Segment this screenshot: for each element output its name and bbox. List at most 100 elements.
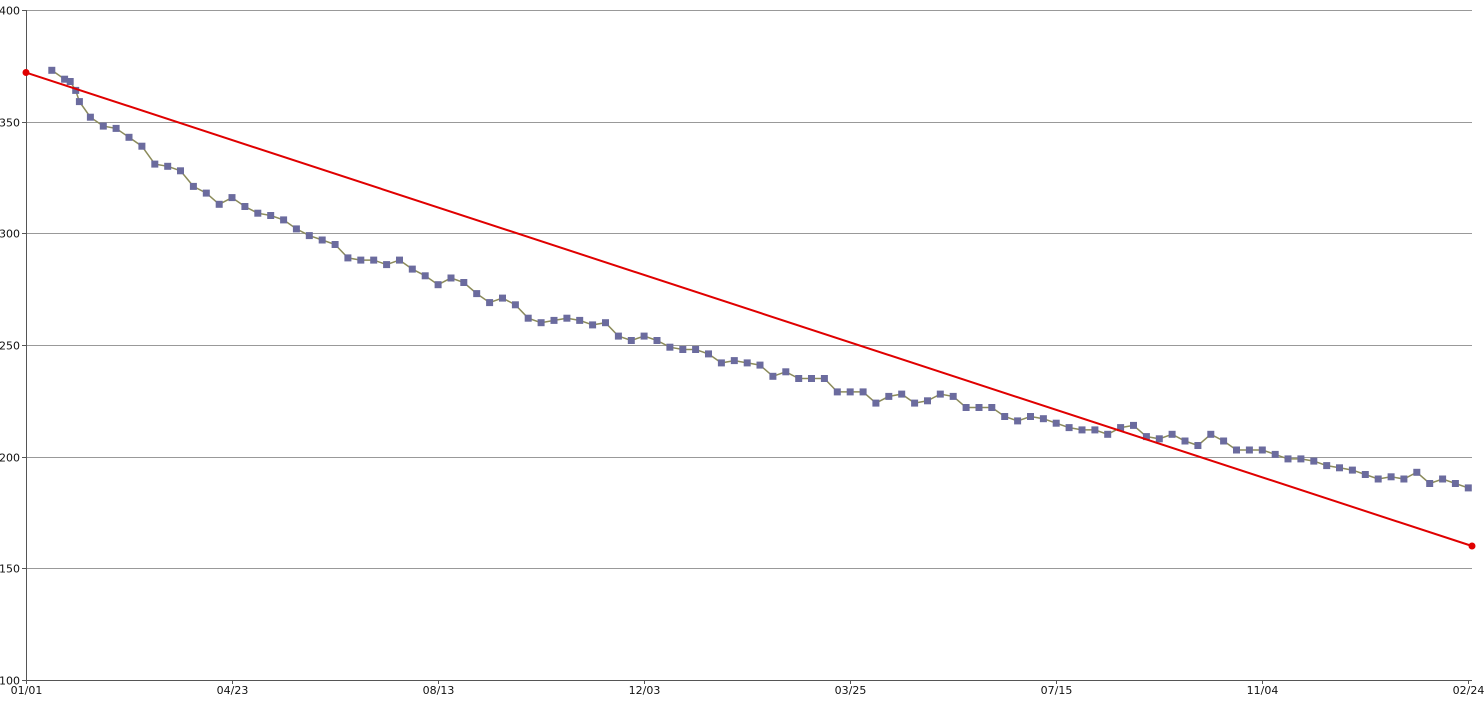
data-point-21 (292, 225, 300, 233)
data-point-2 (66, 78, 74, 85)
trend-start-point (22, 69, 30, 77)
data-point-17 (241, 203, 249, 210)
y-tick-label-300: 300 (0, 228, 20, 241)
trend-line-group (22, 69, 1476, 550)
data-point-72 (949, 392, 957, 400)
data-point-52 (692, 346, 700, 353)
data-point-35 (473, 290, 481, 298)
data-point-28 (383, 261, 391, 269)
data-point-88 (1155, 435, 1163, 443)
axes (22, 10, 1472, 684)
data-point-65 (859, 388, 867, 396)
data-point-86 (1130, 421, 1137, 429)
data-point-92 (1207, 430, 1215, 438)
data-point-32 (434, 281, 442, 289)
data-point-90 (1181, 437, 1189, 445)
data-point-6 (99, 122, 107, 130)
data-point-57 (756, 361, 764, 369)
data-point-89 (1168, 430, 1176, 438)
data-point-12 (177, 167, 184, 175)
data-point-15 (215, 200, 223, 208)
data-point-107 (1400, 475, 1408, 483)
data-point-62 (820, 375, 828, 382)
data-point-37 (499, 294, 506, 302)
tick-labels: 100 150 200 250 300 350 400 01/01 04/23 08/13 12/0… (0, 5, 1484, 698)
x-tick-label-3: 12/03 (629, 684, 661, 697)
data-point-59 (782, 368, 790, 376)
data-point-64 (846, 388, 854, 396)
data-point-98 (1284, 455, 1292, 463)
data-point-44 (589, 321, 597, 329)
data-point-97 (1271, 450, 1279, 458)
data-point-51 (679, 346, 687, 353)
data-point-19 (267, 212, 275, 219)
data-point-5 (86, 113, 94, 121)
data-point-74 (975, 404, 983, 411)
data-point-103 (1348, 466, 1356, 474)
data-point-34 (460, 279, 468, 286)
x-tick-label-5: 07/15 (1041, 684, 1073, 697)
data-point-24 (331, 241, 339, 248)
data-point-53 (705, 350, 712, 358)
data-point-87 (1142, 433, 1150, 441)
data-point-91 (1194, 442, 1202, 449)
data-point-48 (640, 332, 648, 340)
data-point-56 (743, 359, 751, 367)
x-tick-label-7: 02/24 (1453, 684, 1484, 697)
data-point-3 (72, 86, 80, 94)
data-point-45 (602, 319, 609, 327)
data-point-80 (1052, 419, 1060, 427)
data-point-67 (885, 392, 893, 400)
x-tick-label-1: 04/23 (217, 684, 249, 697)
data-point-46 (614, 332, 622, 340)
data-point-30 (408, 265, 416, 273)
data-point-79 (1039, 415, 1047, 423)
data-point-95 (1245, 446, 1253, 454)
data-point-29 (396, 256, 403, 264)
y-tick-label-200: 200 (0, 452, 20, 465)
data-point-27 (370, 256, 378, 264)
data-point-112 (1464, 484, 1472, 492)
data-point-9 (138, 142, 146, 150)
trend-line (25, 71, 1473, 547)
data-point-0 (48, 66, 56, 74)
data-point-76 (1001, 413, 1009, 420)
data-point-8 (125, 133, 133, 141)
data-point-41 (550, 316, 558, 324)
data-point-82 (1078, 426, 1086, 434)
data-point-16 (228, 194, 236, 202)
data-point-70 (924, 397, 931, 405)
data-point-106 (1387, 473, 1395, 481)
data-point-75 (988, 404, 996, 411)
data-point-108 (1413, 468, 1421, 476)
data-point-33 (447, 274, 455, 282)
data-point-101 (1323, 462, 1331, 470)
data-point-96 (1258, 446, 1266, 454)
data-point-84 (1104, 430, 1112, 438)
data-point-81 (1065, 424, 1073, 432)
gridlines (26, 10, 1472, 569)
y-tick-label-250: 250 (0, 340, 20, 353)
data-point-39 (524, 314, 532, 322)
data-point-73 (962, 404, 970, 411)
data-point-20 (280, 216, 288, 224)
data-point-99 (1297, 455, 1305, 463)
data-point-83 (1091, 426, 1099, 434)
data-point-111 (1451, 480, 1459, 487)
data-point-55 (730, 357, 738, 365)
data-point-10 (151, 160, 159, 168)
y-tick-label-350: 350 (0, 117, 20, 130)
y-tick-label-150: 150 (0, 563, 20, 576)
data-point-49 (653, 337, 661, 344)
data-point-69 (911, 399, 919, 407)
data-point-100 (1310, 457, 1318, 465)
data-point-26 (357, 256, 365, 264)
x-tick-label-2: 08/13 (423, 684, 455, 697)
y-tick-label-100: 100 (0, 675, 20, 688)
data-point-4 (75, 98, 83, 106)
data-point-18 (254, 209, 262, 217)
data-point-102 (1336, 464, 1343, 472)
data-point-85 (1117, 424, 1125, 432)
